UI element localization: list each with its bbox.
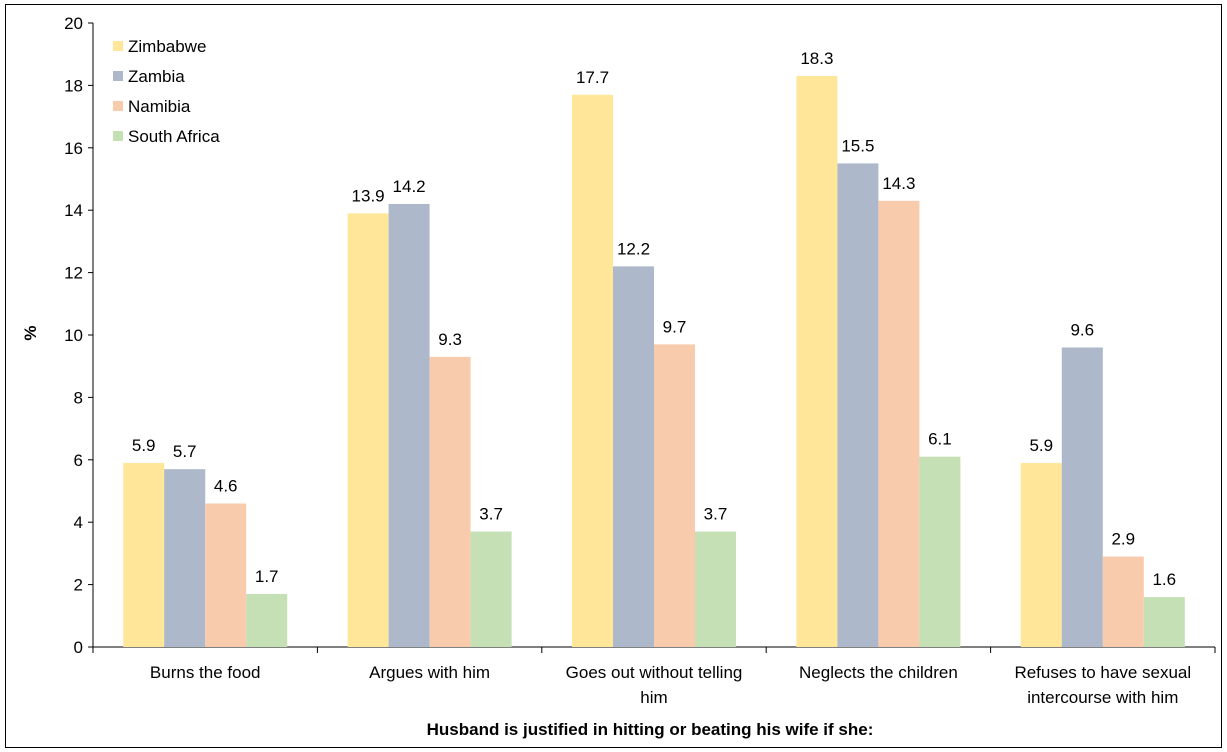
data-label: 1.7: [255, 567, 279, 586]
bar-zambia: [613, 266, 654, 647]
bar-chart: 0 2 4 6 8 10 12 14 16 18 20% 5.9 5.7 4.6 1.7 Burns the …: [21, 14, 1216, 739]
bar-south-africa: [470, 531, 512, 647]
x-category-label: him: [640, 688, 667, 707]
y-tick-label: 0: [74, 638, 83, 657]
data-label: 9.6: [1070, 320, 1094, 339]
chart-frame: 0 2 4 6 8 10 12 14 16 18 20% 5.9 5.7 4.6 1.7 Burns the …: [5, 4, 1222, 748]
bar-namibia: [429, 356, 471, 647]
x-category-label: Goes out without telling: [566, 663, 743, 682]
bar-zimbabwe: [123, 462, 165, 647]
data-label: 3.7: [479, 505, 503, 524]
bar-south-africa: [919, 456, 961, 647]
data-label: 5.9: [1029, 436, 1053, 455]
bar-south-africa: [695, 531, 736, 647]
x-axis-title: Husband is justified in hitting or beati…: [427, 720, 874, 739]
data-label: 1.6: [1152, 570, 1176, 589]
x-category-label: Argues with him: [369, 663, 490, 682]
data-label: 2.9: [1111, 530, 1135, 549]
x-category-label: Refuses to have sexual: [1014, 663, 1191, 682]
legend-swatch: [113, 71, 123, 81]
data-label: 5.9: [132, 436, 156, 455]
bar-namibia: [205, 503, 247, 647]
legend-swatch: [113, 131, 123, 141]
bar-namibia: [878, 200, 920, 647]
legend-label: Zimbabwe: [128, 37, 206, 56]
legend-swatch: [113, 41, 123, 51]
y-tick-label: 18: [64, 76, 83, 95]
data-label: 12.2: [617, 239, 650, 258]
y-tick-label: 20: [64, 14, 83, 33]
data-label: 15.5: [841, 136, 874, 155]
data-label: 4.6: [214, 476, 238, 495]
data-label: 13.9: [352, 186, 385, 205]
x-category-label: Burns the food: [150, 663, 261, 682]
y-tick-label: 12: [64, 264, 83, 283]
y-tick-label: 16: [64, 139, 83, 158]
data-label: 17.7: [576, 68, 609, 87]
data-label: 14.2: [393, 177, 426, 196]
bar-namibia: [1102, 556, 1144, 647]
legend-label: Namibia: [128, 97, 191, 116]
bar-south-africa: [246, 593, 288, 647]
bar-zimbabwe: [347, 213, 389, 647]
data-label: 5.7: [173, 442, 197, 461]
bar-zimbabwe: [572, 94, 613, 647]
data-label: 18.3: [800, 49, 833, 68]
bar-namibia: [654, 344, 695, 647]
bar-zimbabwe: [1020, 462, 1062, 647]
data-label: 14.3: [882, 174, 915, 193]
x-category-label: intercourse with him: [1027, 688, 1178, 707]
data-label: 9.7: [663, 317, 687, 336]
y-axis-title: %: [21, 325, 40, 340]
legend-swatch: [113, 101, 123, 111]
data-label: 6.1: [928, 430, 952, 449]
y-tick-label: 2: [74, 576, 83, 595]
y-tick-label: 10: [64, 326, 83, 345]
bar-zambia: [837, 163, 879, 647]
legend-label: South Africa: [128, 127, 220, 146]
data-label: 3.7: [704, 505, 728, 524]
y-tick-label: 8: [74, 388, 83, 407]
x-category-label: Neglects the children: [799, 663, 958, 682]
y-tick-label: 4: [74, 513, 83, 532]
bar-zambia: [388, 203, 430, 647]
bar-zimbabwe: [796, 76, 838, 648]
data-label: 9.3: [438, 330, 462, 349]
bar-south-africa: [1143, 597, 1185, 647]
legend-label: Zambia: [128, 67, 185, 86]
bar-zambia: [164, 469, 206, 647]
y-tick-label: 14: [64, 201, 83, 220]
y-tick-label: 6: [74, 451, 83, 470]
bar-zambia: [1061, 347, 1103, 647]
